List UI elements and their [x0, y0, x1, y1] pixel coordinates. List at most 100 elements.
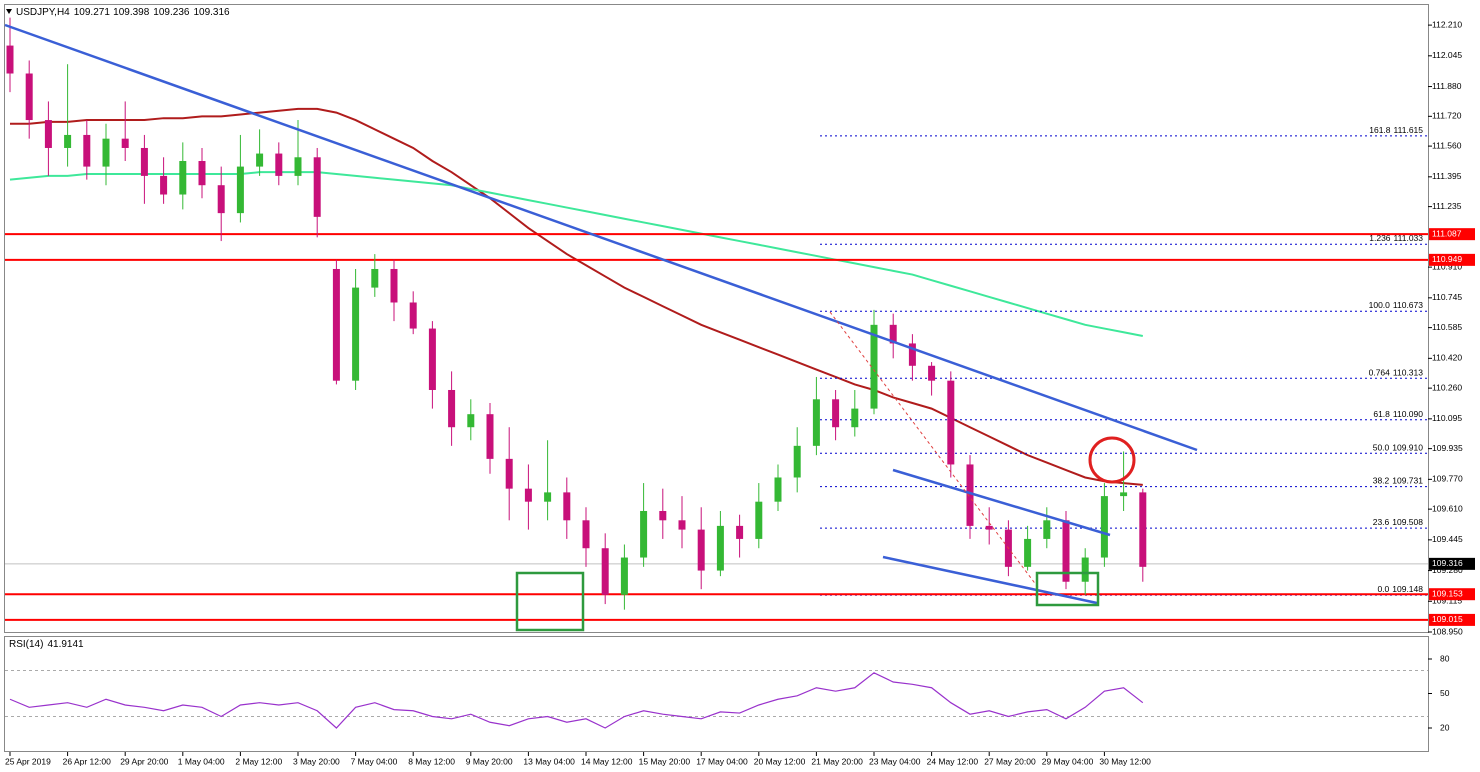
candle-body — [467, 414, 475, 428]
candle-body — [275, 153, 283, 176]
candle-body — [524, 488, 532, 502]
fib-price: 109.508 — [1392, 517, 1423, 527]
fib-label: 61.8 110.090 — [1373, 409, 1423, 419]
candle-body — [774, 477, 782, 502]
level-label-bg — [1429, 613, 1475, 626]
y-tick-label: 110.910 — [1432, 261, 1462, 271]
y-tick-label: 111.235 — [1432, 201, 1462, 211]
level-label: 109.015 — [1432, 614, 1463, 624]
fib-price: 111.615 — [1394, 125, 1424, 135]
x-tick-label: 29 Apr 20:00 — [120, 756, 168, 766]
fib-label: 0.764 110.313 — [1369, 368, 1424, 378]
fib-label: 38.2 109.731 — [1373, 476, 1424, 486]
x-tick-label: 7 May 04:00 — [351, 756, 398, 766]
rsi-label: RSI(14) — [9, 639, 43, 650]
x-tick-label: 13 May 04:00 — [523, 756, 575, 766]
candle-body — [1081, 557, 1089, 582]
y-tick-label: 20 — [1440, 722, 1450, 732]
candle-body — [121, 138, 129, 148]
x-tick-label: 3 May 20:00 — [293, 756, 340, 766]
x-tick-label: 8 May 12:00 — [408, 756, 455, 766]
candle-body — [793, 445, 801, 478]
candle-body — [966, 464, 974, 526]
rsi-header: RSI(14) 41.9141 — [9, 639, 84, 650]
candle-body — [332, 268, 340, 381]
y-tick-label: 109.935 — [1432, 443, 1463, 453]
fib-level: 50.0 — [1373, 443, 1390, 453]
fib-label: 50.0 109.910 — [1373, 443, 1424, 453]
header-open: 109.271 — [74, 7, 111, 18]
current-price-bg — [1429, 557, 1475, 570]
candle-body — [1024, 538, 1032, 567]
candle-body — [985, 525, 993, 530]
fib-level: 161.8 — [1369, 125, 1391, 135]
rsi-frame — [4, 636, 1429, 752]
y-tick-label: 50 — [1440, 688, 1450, 698]
candle-body — [1120, 492, 1128, 497]
y-tick-label: 110.745 — [1432, 292, 1462, 302]
candle-body — [716, 525, 724, 571]
candle-body — [294, 157, 302, 176]
x-tick-label: 2 May 12:00 — [235, 756, 282, 766]
annotations — [4, 9, 1198, 632]
candle-body — [44, 120, 52, 148]
level-label: 110.949 — [1432, 254, 1462, 264]
x-tick-label: 27 May 20:00 — [984, 756, 1036, 766]
fib-price: 110.090 — [1393, 409, 1423, 419]
candle-body — [659, 510, 667, 521]
candle-body — [889, 324, 897, 344]
candle-body — [390, 268, 398, 303]
candle-body — [928, 365, 936, 381]
support-box — [1035, 571, 1100, 607]
level-label: 111.087 — [1432, 228, 1462, 238]
main-frame — [4, 4, 1429, 633]
fib-level: 0.0 — [1377, 584, 1389, 594]
current-price-label: 109.316 — [1432, 558, 1463, 568]
fib-price: 109.910 — [1392, 443, 1423, 453]
fib-level: 38.2 — [1373, 476, 1390, 486]
candle-body — [736, 525, 744, 539]
y-tick-label: 108.950 — [1432, 626, 1463, 636]
candle-body — [505, 458, 513, 489]
y-tick-label: 112.045 — [1432, 50, 1462, 60]
channel-lower — [882, 555, 1098, 605]
y-tick-label: 111.395 — [1432, 171, 1462, 181]
y-tick-label: 110.420 — [1432, 353, 1462, 363]
candle-body — [697, 529, 705, 571]
fib-price: 110.313 — [1393, 368, 1423, 378]
fib-level: 61.8 — [1373, 409, 1390, 419]
fib-label: 100.0 110.673 — [1369, 300, 1424, 310]
fib-label: 0.0 109.148 — [1377, 584, 1423, 594]
x-tick-label: 30 May 12:00 — [1099, 756, 1151, 766]
y-tick-label: 80 — [1440, 653, 1450, 663]
candle-body — [160, 175, 168, 195]
x-tick-label: 1 May 04:00 — [178, 756, 225, 766]
level-label-bg — [1429, 228, 1475, 241]
rsi-line — [9, 672, 1144, 729]
fib-label: 1.236 111.033 — [1369, 233, 1423, 243]
x-tick-label: 29 May 04:00 — [1042, 756, 1094, 766]
x-tick-label: 23 May 04:00 — [869, 756, 921, 766]
candle-body — [640, 510, 648, 558]
y-tick-label: 109.115 — [1432, 596, 1462, 606]
candle-body — [102, 138, 110, 167]
level-label: 109.153 — [1432, 588, 1463, 598]
candle-body — [678, 520, 686, 530]
x-tick-label: 17 May 04:00 — [696, 756, 748, 766]
x-tick-label: 14 May 12:00 — [581, 756, 633, 766]
level-label-bg — [1429, 253, 1475, 266]
fib-price: 109.148 — [1392, 584, 1423, 594]
candle-body — [563, 492, 571, 521]
y-tick-label: 109.445 — [1432, 534, 1463, 544]
header-low: 109.236 — [153, 7, 190, 18]
symbol: USDJPY,H4 — [16, 7, 70, 18]
candle-body — [25, 73, 33, 121]
candle-body — [620, 557, 628, 595]
y-tick-label: 111.720 — [1432, 111, 1462, 121]
candle-body — [1139, 492, 1147, 567]
candle-body — [428, 328, 436, 390]
x-tick-label: 25 Apr 2019 — [5, 756, 51, 766]
candle-body — [947, 380, 955, 465]
y-tick-label: 109.770 — [1432, 474, 1463, 484]
